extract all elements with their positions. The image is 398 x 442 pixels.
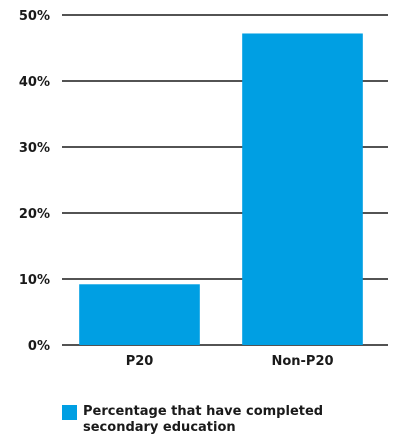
y-tick-label: 0% [28,339,50,354]
bar-p20 [79,284,200,345]
y-tick-label: 30% [19,141,50,156]
x-axis-category-labels: P20 Non-P20 [126,354,334,369]
y-tick-label: 10% [19,273,50,288]
legend-swatch [62,405,77,420]
bar-non-p20 [242,33,363,345]
y-tick-label: 40% [19,75,50,90]
y-tick-label: 50% [19,9,50,24]
x-category-label: P20 [126,354,154,369]
bars [79,33,363,345]
legend: Percentage that have completed secondary… [62,404,343,436]
x-category-label: Non-P20 [271,354,333,369]
y-tick-label: 20% [19,207,50,222]
y-axis-tick-labels: 0% 10% 20% 30% 40% 50% [19,9,50,354]
legend-label: Percentage that have completed secondary… [83,404,324,435]
bar-chart: 0% 10% 20% 30% 40% 50% P20 Non-P20 [19,9,388,369]
